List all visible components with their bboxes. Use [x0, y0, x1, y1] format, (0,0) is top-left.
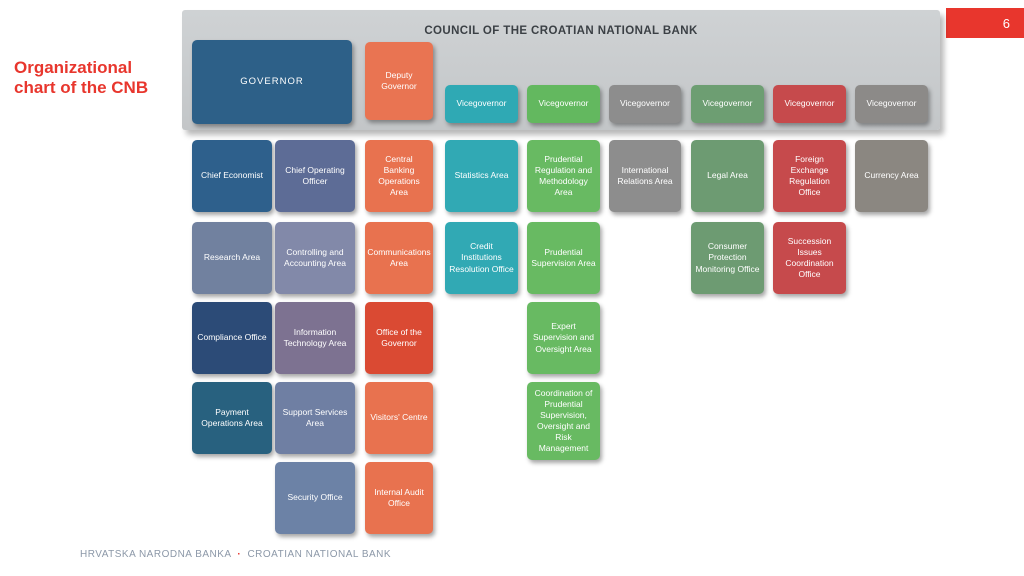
org-box-currency-area: Currency Area: [855, 140, 928, 212]
org-box-internal-audit-office: Internal Audit Office: [365, 462, 433, 534]
org-box-information-technology-area: Information Technology Area: [275, 302, 355, 374]
org-box-consumer-protection-monitoring-office: Consumer Protection Monitoring Office: [691, 222, 764, 294]
org-box-succession-issues-coordination-office: Succession Issues Coordination Office: [773, 222, 846, 294]
deputy-governor-box: Deputy Governor: [365, 42, 433, 120]
org-box-research-area: Research Area: [192, 222, 272, 294]
vicegovernor-box-3: Vicegovernor: [609, 85, 681, 123]
slide-number: 6: [1002, 15, 1010, 31]
org-box-credit-institutions-resolution-office: Credit Institutions Resolution Office: [445, 222, 518, 294]
org-box-statistics-area: Statistics Area: [445, 140, 518, 212]
vicegovernor-box-5: Vicegovernor: [773, 85, 846, 123]
org-box-prudential-regulation-and-methodology-area: Prudential Regulation and Methodology Ar…: [527, 140, 600, 212]
vicegovernor-box-2: Vicegovernor: [527, 85, 600, 123]
vicegovernor-box-4: Vicegovernor: [691, 85, 764, 123]
vicegovernor-box-6: Vicegovernor: [855, 85, 928, 123]
org-box-chief-operating-officer: Chief Operating Officer: [275, 140, 355, 212]
org-box-security-office: Security Office: [275, 462, 355, 534]
org-box-office-of-the-governor: Office of the Governor: [365, 302, 433, 374]
org-box-international-relations-area: International Relations Area: [609, 140, 681, 212]
council-title: COUNCIL OF THE CROATIAN NATIONAL BANK: [424, 25, 698, 37]
footer-bank-name-hr: HRVATSKA NARODNA BANKA: [80, 549, 232, 560]
org-box-chief-economist: Chief Economist: [192, 140, 272, 212]
org-box-support-services-area: Support Services Area: [275, 382, 355, 454]
org-box-communications-area: Communications Area: [365, 222, 433, 294]
slide-number-badge: 6: [946, 8, 1024, 38]
org-box-prudential-supervision-area: Prudential Supervision Area: [527, 222, 600, 294]
org-box-foreign-exchange-regulation-office: Foreign Exchange Regulation Office: [773, 140, 846, 212]
footer: HRVATSKA NARODNA BANKA · CROATIAN NATION…: [80, 549, 391, 560]
page-title-line-1: Organizational: [14, 58, 133, 77]
org-box-visitors-centre: Visitors' Centre: [365, 382, 433, 454]
org-box-coordination-of-prudential-supervision-oversight-and-risk-management: Coordination of Prudential Supervision, …: [527, 382, 600, 460]
org-box-compliance-office: Compliance Office: [192, 302, 272, 374]
vicegovernor-box-1: Vicegovernor: [445, 85, 518, 123]
org-box-payment-operations-area: Payment Operations Area: [192, 382, 272, 454]
org-box-expert-supervision-and-oversight-area: Expert Supervision and Oversight Area: [527, 302, 600, 374]
org-box-legal-area: Legal Area: [691, 140, 764, 212]
page-title-line-2: chart of the CNB: [14, 78, 149, 98]
footer-separator-dot: ·: [237, 549, 242, 560]
footer-bank-name-en: CROATIAN NATIONAL BANK: [247, 549, 392, 560]
governor-box: GOVERNOR: [192, 40, 352, 124]
org-box-controlling-and-accounting-area: Controlling and Accounting Area: [275, 222, 355, 294]
org-box-central-banking-operations-area: Central Banking Operations Area: [365, 140, 433, 212]
page-title: Organizational chart of the CNB: [14, 58, 148, 98]
